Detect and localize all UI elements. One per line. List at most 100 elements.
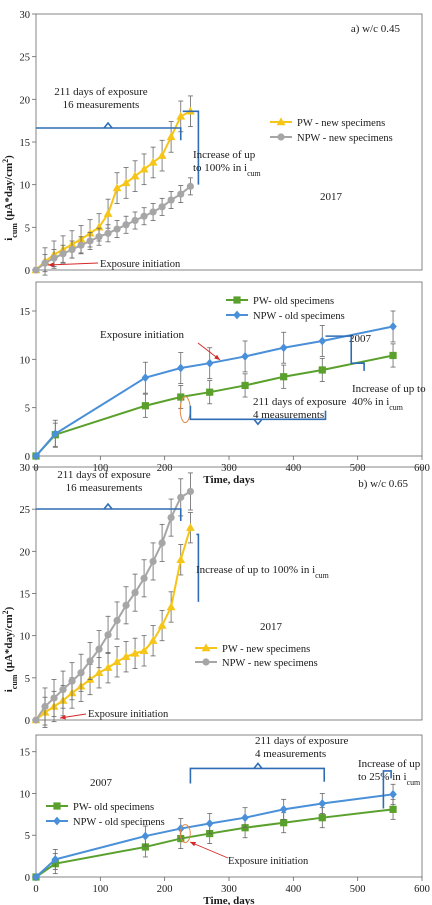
triangle-marker xyxy=(176,111,186,120)
y-tick-label: 25 xyxy=(20,505,31,516)
triangle-marker xyxy=(130,648,140,657)
annotation-text-part: cum xyxy=(247,169,261,178)
circle-marker xyxy=(167,196,175,204)
square-marker xyxy=(389,805,397,813)
circle-marker xyxy=(41,702,49,711)
diamond-marker xyxy=(51,429,60,439)
circle-marker xyxy=(140,574,148,582)
legend-label: PW- old specimens xyxy=(253,296,334,307)
square-marker xyxy=(280,819,288,827)
arrow-head xyxy=(214,354,220,360)
square-marker xyxy=(241,381,249,390)
y-tick-label: 0 xyxy=(25,266,30,277)
triangle-marker xyxy=(157,151,167,159)
diamond-marker xyxy=(279,343,288,353)
circle-marker xyxy=(32,266,40,274)
legend-label: NPW - new specimens xyxy=(222,658,318,669)
x-tick-label: 200 xyxy=(157,463,173,474)
x-tick-label: 100 xyxy=(92,463,108,474)
triangle-marker xyxy=(186,523,195,531)
group-label: 2007 xyxy=(349,333,372,345)
circle-marker xyxy=(158,203,166,211)
annotation-text-part: 211 days of exposure xyxy=(253,396,346,408)
series-1 xyxy=(32,472,194,726)
x-tick-label: 200 xyxy=(157,884,173,895)
y-tick-label: 15 xyxy=(20,748,31,759)
y-tick-label: 10 xyxy=(20,632,31,643)
circle-marker xyxy=(50,694,58,702)
panel-label: a) w/c 0.45 xyxy=(351,23,401,35)
y-axis-label-text-part: cum xyxy=(10,674,19,689)
square-marker xyxy=(206,388,214,396)
annotation-text-part: 40% in i xyxy=(352,396,389,408)
diamond-marker xyxy=(32,451,40,461)
annotation-text: 211 days of exposure xyxy=(57,469,150,481)
circle-marker xyxy=(277,133,285,141)
y-axis-label-text-part: cum xyxy=(10,223,19,238)
y-axis-label-text-part: 2 xyxy=(1,610,10,614)
square-marker xyxy=(233,296,241,304)
y-axis-label-text: icum (μA*day/cm2) xyxy=(1,606,19,692)
y-axis-label-text-part: 2 xyxy=(1,159,10,163)
y-tick-label: 25 xyxy=(20,53,31,64)
diamond-marker xyxy=(53,816,61,826)
circle-marker xyxy=(202,658,210,666)
triangle-marker xyxy=(276,117,286,126)
circle-marker xyxy=(95,233,103,241)
triangle-marker xyxy=(139,164,149,173)
annotation-text-part: Increase of up xyxy=(358,758,421,770)
annotation-text: Increase of up xyxy=(193,149,256,161)
triangle-marker xyxy=(139,646,149,655)
bracket-tick xyxy=(253,762,263,769)
x-tick-label: 300 xyxy=(221,884,237,895)
annotation-text: 211 days of exposure xyxy=(54,86,147,98)
triangle-marker xyxy=(103,209,113,217)
annotation-text-part: cum xyxy=(389,403,403,412)
annotation-text-part: Exposure initiation xyxy=(100,259,181,270)
annotation-text-part: 211 days of exposure xyxy=(54,86,147,98)
y-tick-label: 15 xyxy=(20,307,31,318)
increase-bracket xyxy=(182,110,200,185)
triangle-marker xyxy=(112,183,122,192)
annotation-text: 16 measurements xyxy=(63,99,140,111)
y-tick-label: 10 xyxy=(20,355,31,366)
x-tick-label: 300 xyxy=(221,463,237,474)
y-axis-label-text-part: ) xyxy=(3,606,15,610)
square-marker xyxy=(53,802,61,810)
y-tick-label: 30 xyxy=(20,463,31,474)
square-marker xyxy=(177,393,185,401)
bracket xyxy=(189,405,327,421)
triangle-marker xyxy=(94,668,104,676)
diamond-marker xyxy=(318,336,327,346)
y-axis-label-text-part: ) xyxy=(3,155,15,159)
circle-marker xyxy=(86,237,94,245)
y-tick-label: 20 xyxy=(20,547,31,558)
square-marker xyxy=(318,814,326,822)
circle-marker xyxy=(77,241,85,249)
diamond-marker xyxy=(318,799,327,808)
annotation-text-part: cum xyxy=(407,778,421,787)
circle-marker xyxy=(149,557,157,566)
diamond-marker xyxy=(176,363,185,373)
y-axis-label-text: icum (μA*day/cm2) xyxy=(1,155,19,241)
panel-label: b) w/c 0.65 xyxy=(358,478,408,490)
diamond-marker xyxy=(205,358,214,368)
triangle-marker xyxy=(148,636,158,644)
annotation-text: Increase of up to 100% in icum xyxy=(196,564,330,580)
circle-marker xyxy=(59,686,67,694)
legend-label: PW- old specimens xyxy=(73,802,154,813)
series-line xyxy=(35,490,191,721)
diamond-marker xyxy=(389,322,397,331)
bracket-tick xyxy=(103,121,113,129)
annotation-text: Exposure initiation xyxy=(228,856,309,867)
triangle-marker xyxy=(121,652,131,660)
annotation-text-part: Exposure initiation xyxy=(88,709,169,720)
annotation-text: Exposure initiation xyxy=(100,329,185,341)
triangle-marker xyxy=(103,663,113,671)
circle-marker xyxy=(177,190,185,198)
circle-marker xyxy=(86,657,94,665)
annotation-text-part: 16 measurements xyxy=(63,99,140,111)
y-axis-label: icum (μA*day/cm2) xyxy=(1,606,19,692)
series-line xyxy=(35,527,192,721)
highlight-ellipse xyxy=(179,396,191,424)
